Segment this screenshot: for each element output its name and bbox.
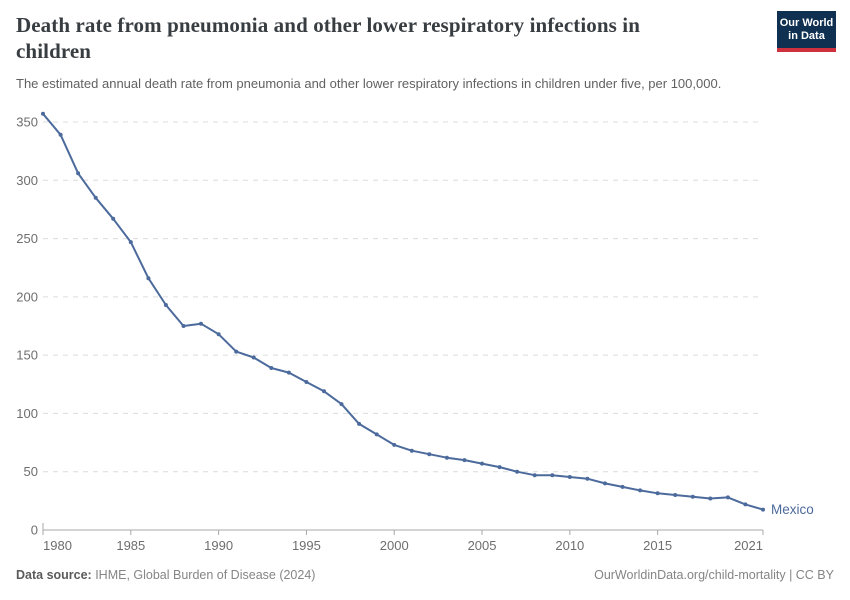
data-point-mexico-2014 — [638, 488, 643, 493]
data-point-mexico-1996 — [322, 389, 326, 394]
data-point-mexico-1981 — [58, 132, 63, 137]
data-point-mexico-1988 — [181, 324, 186, 328]
y-tick-label-350: 350 — [16, 115, 38, 130]
x-tick-label-1995: 1995 — [292, 538, 321, 553]
data-point-mexico-2020 — [743, 502, 748, 507]
page-title: Death rate from pneumonia and other lowe… — [16, 12, 756, 64]
data-point-mexico-2001 — [409, 448, 414, 453]
data-point-mexico-2005 — [480, 461, 484, 466]
data-source-value: IHME, Global Burden of Disease (2024) — [91, 568, 316, 582]
title-line-1: Death rate from pneumonia and other lowe… — [16, 13, 641, 37]
data-point-mexico-1997 — [339, 402, 344, 407]
data-point-mexico-2010 — [567, 475, 572, 479]
data-point-mexico-1985 — [128, 240, 133, 245]
data-point-mexico-2004 — [462, 458, 467, 463]
data-point-mexico-1995 — [304, 380, 309, 384]
data-point-mexico-1982 — [76, 171, 81, 176]
data-point-mexico-1984 — [111, 216, 116, 221]
owid-logo: Our World in Data — [777, 11, 836, 52]
data-point-mexico-2015 — [655, 491, 660, 496]
data-point-mexico-2009 — [550, 473, 555, 478]
data-point-mexico-2018 — [708, 496, 713, 501]
y-tick-label-300: 300 — [16, 173, 38, 188]
series-line-mexico — [42, 112, 764, 511]
data-point-mexico-1991 — [234, 349, 239, 354]
data-point-mexico-2006 — [497, 465, 502, 470]
data-point-mexico-1993 — [269, 366, 274, 370]
y-tick-label-100: 100 — [16, 406, 38, 421]
data-point-mexico-1986 — [146, 276, 151, 281]
data-point-mexico-1999 — [374, 432, 379, 437]
data-point-mexico-2000 — [392, 442, 397, 447]
data-point-mexico-1992 — [251, 355, 256, 360]
owid-logo-box: Our World in Data — [777, 11, 836, 48]
chart-footer: Data source: IHME, Global Burden of Dise… — [16, 568, 834, 582]
data-point-mexico-2011 — [585, 476, 590, 481]
owid-logo-line-1: Our World — [779, 17, 834, 29]
data-point-mexico-1987 — [163, 303, 168, 307]
data-point-mexico-2016 — [673, 493, 678, 497]
y-tick-label-0: 0 — [31, 523, 38, 538]
series-label-mexico: Mexico — [771, 502, 814, 517]
data-point-mexico-1990 — [216, 332, 221, 337]
x-tick-label-1990: 1990 — [204, 538, 233, 553]
y-tick-label-50: 50 — [24, 464, 38, 479]
data-point-mexico-2003 — [444, 455, 449, 460]
owid-logo-line-2: in Data — [788, 30, 825, 42]
x-tick-label-2021: 2021 — [734, 538, 763, 553]
data-point-mexico-1994 — [286, 370, 291, 375]
data-point-mexico-1989 — [199, 321, 203, 326]
x-tick-label-2005: 2005 — [468, 538, 497, 553]
data-point-mexico-1998 — [357, 421, 362, 426]
data-source-label: Data source: — [16, 568, 92, 582]
data-point-mexico-2021 — [761, 507, 765, 512]
x-tick-label-2015: 2015 — [643, 538, 672, 553]
owid-logo-red-bar — [777, 48, 836, 52]
data-point-mexico-2019 — [725, 495, 730, 500]
y-tick-label-250: 250 — [16, 231, 38, 246]
credit-link: OurWorldinData.org/child-mortality | CC … — [594, 568, 834, 582]
x-tick-label-1980: 1980 — [43, 538, 72, 553]
data-point-mexico-2017 — [690, 494, 695, 499]
y-tick-label-150: 150 — [16, 348, 38, 363]
chart-subtitle: The estimated annual death rate from pne… — [16, 76, 722, 91]
data-source-text: Data source: IHME, Global Burden of Dise… — [16, 568, 315, 582]
x-tick-label-2010: 2010 — [555, 538, 584, 553]
y-tick-label-200: 200 — [16, 289, 38, 304]
data-point-mexico-2012 — [603, 481, 607, 486]
data-point-mexico-2002 — [427, 452, 432, 457]
data-point-mexico-2013 — [620, 484, 625, 489]
data-point-mexico-1980 — [41, 111, 45, 116]
x-tick-label-2000: 2000 — [380, 538, 409, 553]
title-line-2: children — [16, 39, 92, 63]
data-point-mexico-2008 — [532, 473, 537, 478]
data-point-mexico-2007 — [515, 469, 520, 474]
x-tick-label-1985: 1985 — [116, 538, 145, 553]
data-point-mexico-1983 — [93, 195, 98, 200]
